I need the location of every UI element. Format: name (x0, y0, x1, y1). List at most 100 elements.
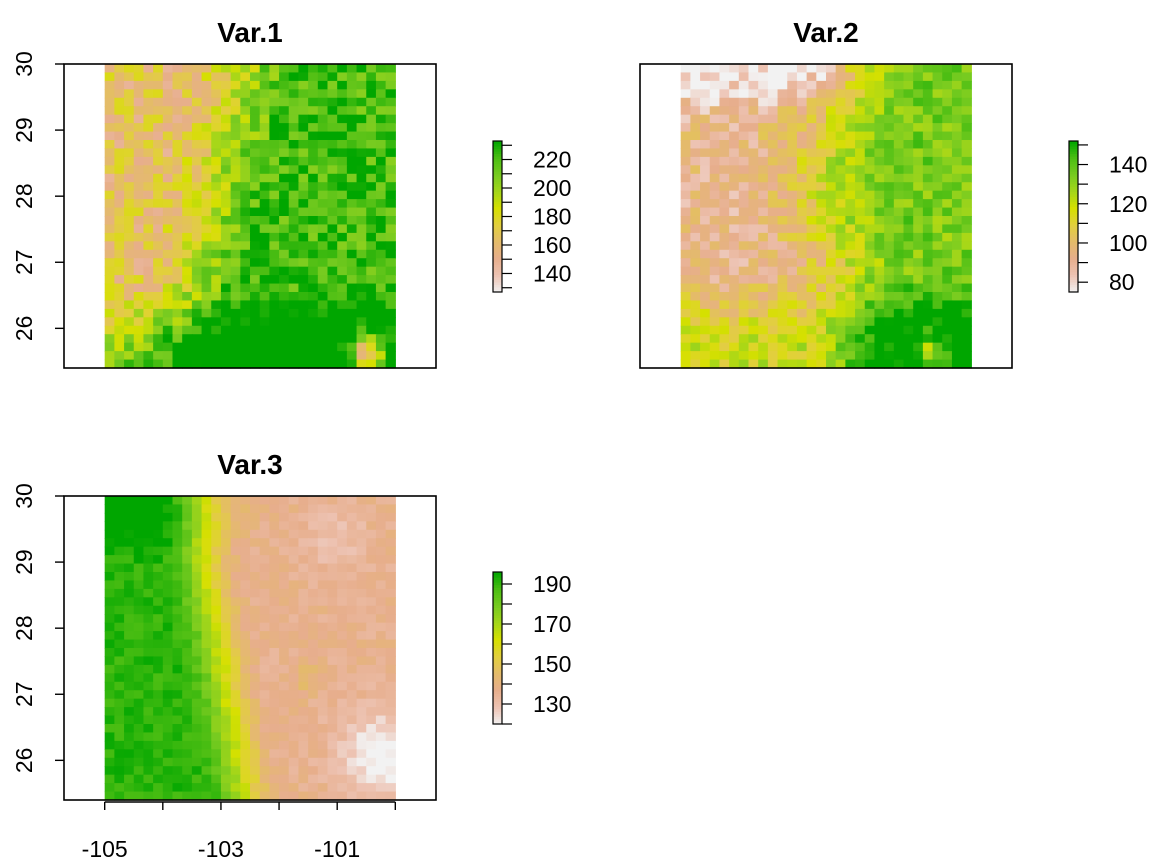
raster-cell (298, 334, 309, 344)
raster-cell (884, 114, 895, 124)
raster-cell (220, 572, 232, 582)
raster-cell (211, 232, 222, 242)
raster-cell (288, 538, 300, 548)
raster-cell (191, 572, 203, 582)
raster-cell (191, 664, 203, 674)
raster-cell (133, 275, 145, 285)
raster-cell (758, 199, 769, 209)
raster-cell (191, 89, 203, 99)
raster-cell (337, 182, 348, 192)
raster-cell (211, 512, 222, 522)
raster-cell (709, 325, 721, 335)
raster-cell (162, 342, 174, 352)
raster-cell (201, 97, 212, 107)
raster-cell (182, 292, 193, 302)
raster-cell (385, 232, 396, 242)
raster-cell (153, 639, 164, 649)
raster-cell (796, 216, 808, 226)
raster-cell (230, 216, 241, 226)
raster-cell (230, 165, 241, 175)
raster-cell (201, 140, 212, 150)
legend-tick-label: 100 (1109, 230, 1147, 256)
raster-cell (719, 283, 730, 293)
raster-cell (845, 123, 856, 133)
raster-cell (366, 64, 377, 74)
raster-cell (259, 308, 270, 318)
raster-cell (337, 783, 348, 793)
raster-cell (211, 123, 222, 133)
raster-cell (680, 334, 691, 344)
raster-cell (385, 673, 396, 683)
raster-cell (356, 342, 367, 352)
raster-cell (690, 72, 701, 82)
raster-cell (220, 182, 232, 192)
raster-cell (288, 199, 300, 209)
legend-color-step (1069, 153, 1078, 157)
raster-cell (327, 106, 338, 116)
raster-cell (337, 681, 348, 691)
raster-cell (220, 232, 232, 242)
raster-cell (758, 216, 769, 226)
raster-cell (298, 241, 309, 251)
raster-cell (220, 190, 232, 200)
raster-cell (375, 496, 387, 506)
raster-cell (298, 580, 309, 590)
raster-cell (133, 300, 145, 310)
raster-cell (298, 681, 309, 691)
raster-cell (932, 114, 943, 124)
raster-cell (327, 292, 338, 302)
raster-cell (893, 283, 905, 293)
raster-cell (375, 334, 387, 344)
raster-cell (884, 190, 895, 200)
raster-cell (787, 292, 798, 302)
raster-cell (356, 182, 367, 192)
raster-cell (787, 317, 798, 327)
legend-color-step (493, 171, 502, 175)
raster-cell (366, 249, 377, 259)
raster-cell (298, 64, 309, 74)
raster-cell (133, 783, 145, 793)
raster-cell (114, 106, 125, 116)
raster-cell (738, 317, 750, 327)
raster-cell (298, 639, 309, 649)
raster-cell (230, 529, 241, 539)
raster-cell (385, 342, 396, 352)
raster-cell (298, 131, 309, 141)
raster-cell (864, 351, 876, 361)
raster-cell (375, 224, 387, 234)
raster-cell (153, 317, 164, 327)
raster-cell (162, 283, 174, 293)
raster-cell (288, 317, 300, 327)
raster-cell (366, 791, 377, 801)
raster-cell (143, 232, 154, 242)
raster-cell (826, 216, 837, 226)
raster-cell (346, 359, 358, 369)
raster-cell (201, 715, 212, 725)
raster-cell (162, 724, 174, 734)
raster-cell (317, 690, 329, 700)
raster-cell (298, 351, 309, 361)
raster-cell (240, 614, 251, 624)
raster-cell (211, 106, 222, 116)
raster-cell (114, 724, 125, 734)
raster-cell (182, 622, 193, 632)
raster-cell (317, 504, 329, 514)
raster-cell (143, 614, 154, 624)
raster-cell (356, 64, 367, 74)
raster-cell (230, 563, 241, 573)
raster-cell (259, 131, 270, 141)
legend-color-step (493, 151, 502, 155)
raster-cell (864, 97, 876, 107)
y-tick-label: 27 (11, 249, 37, 275)
raster-cell (172, 774, 183, 784)
raster-cell (211, 597, 222, 607)
raster-cell (288, 351, 300, 361)
raster-cell (951, 283, 963, 293)
raster-cell (308, 580, 319, 590)
raster-cell (211, 749, 222, 759)
raster-cell (182, 572, 193, 582)
raster-cell (385, 496, 396, 506)
raster-cell (758, 308, 769, 318)
raster-cell (777, 156, 788, 166)
raster-cell (826, 165, 837, 175)
